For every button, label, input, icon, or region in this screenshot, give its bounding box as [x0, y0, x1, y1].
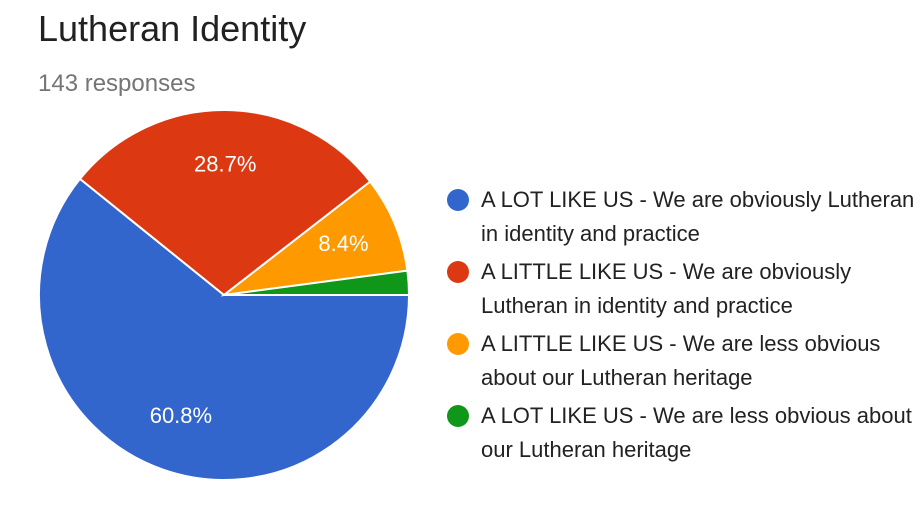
legend-label: A LITTLE LIKE US - We are less obvious a… [481, 331, 881, 390]
legend-item: A LOT LIKE US - We are obviously Luthera… [445, 183, 915, 251]
chart-subtitle: 143 responses [38, 70, 196, 97]
pie-slice [38, 177, 411, 481]
legend-label: A LOT LIKE US - We are obviously Luthera… [481, 187, 915, 246]
legend-swatch [447, 333, 469, 355]
legend-label: A LOT LIKE US - We are less obvious abou… [481, 403, 912, 462]
legend-item: A LITTLE LIKE US - We are obviously Luth… [445, 255, 915, 323]
chart-title: Lutheran Identity [38, 8, 307, 49]
legend: A LOT LIKE US - We are obviously Luthera… [445, 183, 915, 471]
chart: 60.8% 28.7% 8.4% [38, 109, 411, 481]
pie-slice [78, 109, 372, 297]
legend-item: A LITTLE LIKE US - We are less obvious a… [445, 327, 915, 395]
legend-item: A LOT LIKE US - We are less obvious abou… [445, 399, 915, 467]
legend-swatch [447, 405, 469, 427]
legend-label: A LITTLE LIKE US - We are obviously Luth… [481, 259, 852, 318]
legend-swatch [447, 261, 469, 283]
slice-label: 8.4% [318, 231, 368, 256]
slice-label: 28.7% [194, 151, 256, 176]
slice-label: 60.8% [150, 403, 212, 428]
legend-swatch [447, 189, 469, 211]
pie-slice [223, 269, 411, 296]
pie-slice [220, 180, 409, 297]
